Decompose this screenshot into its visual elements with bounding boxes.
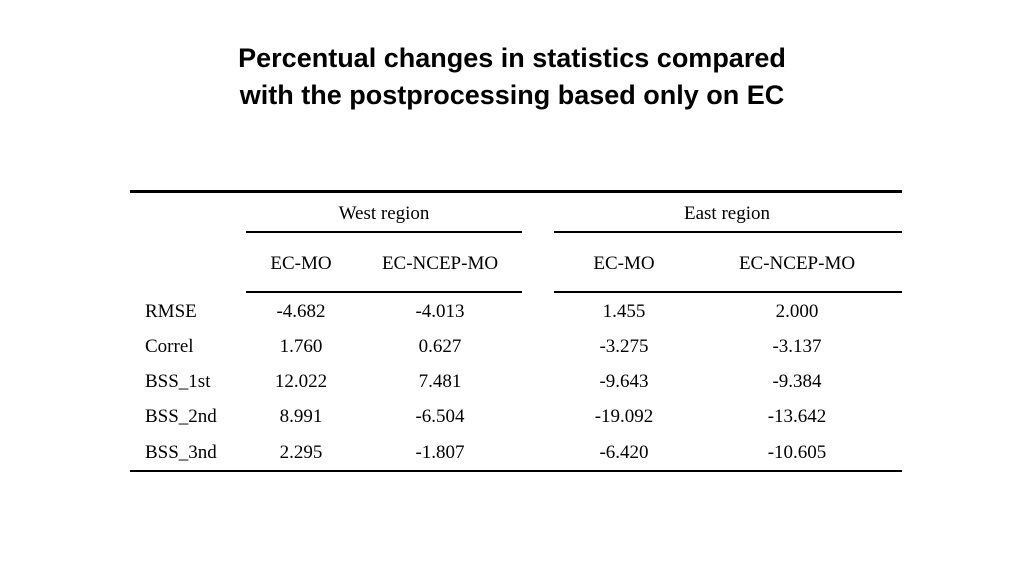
- table-cell: -4.013: [415, 301, 465, 322]
- title-line-1: Percentual changes in statistics compare…: [238, 43, 786, 73]
- table-top-rule: [130, 190, 902, 193]
- table-cell: 2.000: [775, 301, 819, 322]
- table-cell: -4.682: [276, 301, 326, 322]
- west-group-rule: [246, 231, 522, 233]
- table-cell: 8.991: [279, 406, 323, 427]
- sub-header: EC-NCEP-MO: [381, 253, 499, 274]
- slide-title: Percentual changes in statistics compare…: [0, 40, 1024, 114]
- group-header-west: West region: [338, 203, 430, 224]
- row-label: BSS_2nd: [145, 406, 217, 427]
- table-cell: -6.504: [415, 406, 465, 427]
- east-header-rule: [554, 291, 902, 293]
- table-bottom-rule: [130, 470, 902, 472]
- table-cell: -3.137: [772, 336, 822, 357]
- sub-header: EC-MO: [593, 253, 655, 274]
- row-label: BSS_1st: [145, 371, 211, 392]
- table-cell: -13.642: [767, 406, 827, 427]
- table-cell: -6.420: [599, 442, 649, 463]
- table-cell: 12.022: [274, 371, 328, 392]
- table-cell: -19.092: [594, 406, 654, 427]
- row-label: RMSE: [145, 301, 197, 322]
- west-header-rule: [246, 291, 522, 293]
- sub-header: EC-MO: [270, 253, 332, 274]
- sub-header: EC-NCEP-MO: [738, 253, 856, 274]
- table-cell: 1.760: [279, 336, 323, 357]
- table-cell: -9.384: [772, 371, 822, 392]
- group-header-east: East region: [683, 203, 771, 224]
- table-cell: -3.275: [599, 336, 649, 357]
- table-cell: -1.807: [415, 442, 465, 463]
- table-cell: -9.643: [599, 371, 649, 392]
- east-group-rule: [554, 231, 902, 233]
- table-cell: 1.455: [602, 301, 646, 322]
- table-cell: 2.295: [279, 442, 323, 463]
- row-label: BSS_3nd: [145, 442, 217, 463]
- row-label: Correl: [145, 336, 194, 357]
- title-line-2: with the postprocessing based only on EC: [239, 80, 785, 110]
- table-cell: -10.605: [767, 442, 827, 463]
- table-cell: 7.481: [418, 371, 462, 392]
- table-cell: 0.627: [418, 336, 462, 357]
